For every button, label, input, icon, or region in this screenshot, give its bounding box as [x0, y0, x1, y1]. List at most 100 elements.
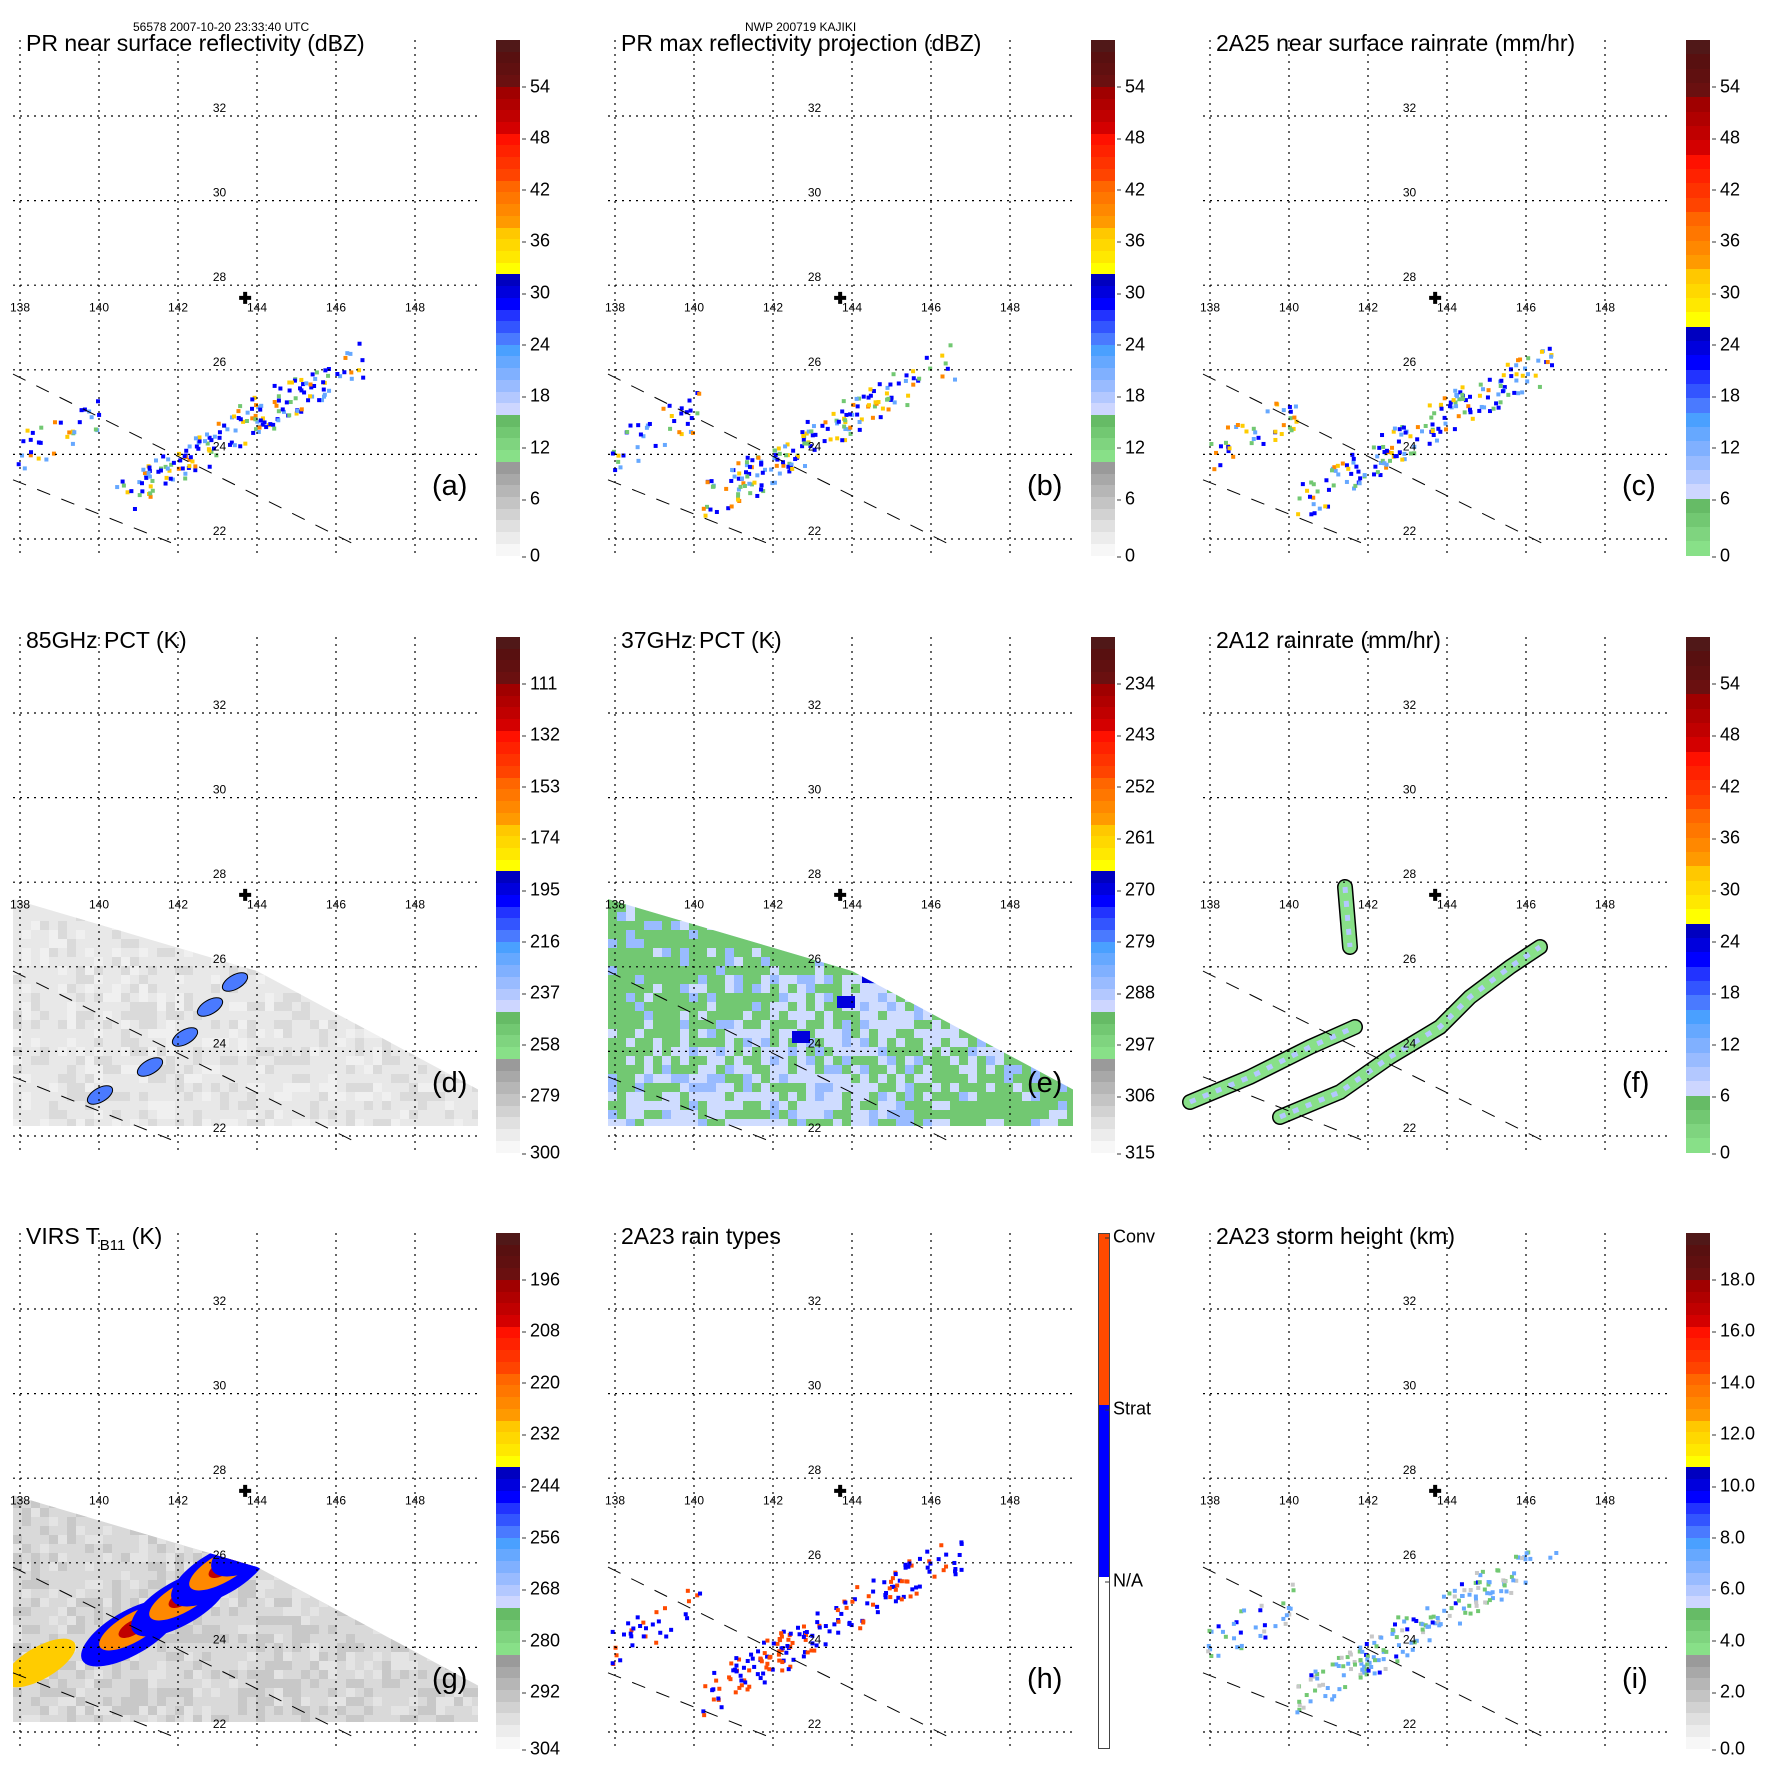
colorbar-segment [1686, 680, 1710, 694]
pixel-cell [130, 1688, 139, 1697]
pixel-cell [833, 1011, 842, 1020]
rain-pixel [775, 464, 779, 468]
pixel-cell [806, 849, 815, 858]
pixel-cell [1031, 822, 1040, 831]
pixel-cell [418, 876, 427, 885]
pixel-cell [67, 1724, 76, 1733]
pixel-cell [716, 921, 725, 930]
pixel-cell [283, 885, 292, 894]
pixel-cell [310, 1146, 319, 1155]
pixel-cell [905, 921, 914, 930]
pixel-cell [301, 1589, 310, 1598]
pixel-cell [121, 1697, 130, 1706]
rain-pixel [904, 379, 908, 383]
pixel-cell [1004, 984, 1013, 993]
pixel-cell [1031, 1110, 1040, 1119]
pixel-cell [788, 1056, 797, 1065]
pixel-cell [770, 921, 779, 930]
pixel-cell [454, 1616, 463, 1625]
pixel-cell [752, 858, 761, 867]
pixel-cell [680, 876, 689, 885]
pixel-cell [463, 1029, 472, 1038]
pixel-cell [121, 993, 130, 1002]
rain-pixel [1244, 429, 1248, 433]
pixel-cell [391, 957, 400, 966]
pixel-cell [184, 1697, 193, 1706]
data-field [1209, 347, 1554, 517]
colorbar-segment [496, 192, 520, 204]
pixel-cell [301, 1418, 310, 1427]
rain-pixel [756, 456, 760, 460]
pixel-cell [941, 903, 950, 912]
pixel-cell [427, 1697, 436, 1706]
colorbar-segment [1091, 860, 1115, 872]
colorbar-segment [496, 883, 520, 895]
colorbar-segment [496, 274, 520, 286]
pixel-cell [409, 1409, 418, 1418]
pixel-cell [770, 1110, 779, 1119]
pixel-cell [662, 903, 671, 912]
pixel-cell [355, 984, 364, 993]
pixel-cell [265, 993, 274, 1002]
pixel-cell [725, 867, 734, 876]
pixel-cell [328, 1445, 337, 1454]
pixel-cell [914, 876, 923, 885]
lat-tick-label: 28 [808, 867, 822, 881]
pixel-cell [265, 867, 274, 876]
lat-tick-label: 22 [213, 1121, 227, 1135]
pixel-cell [157, 804, 166, 813]
rain-pixel [1461, 397, 1465, 401]
pixel-cell [914, 1092, 923, 1101]
colorbar-tick-label: 54 [530, 76, 550, 97]
colorbar-segment [1091, 427, 1115, 439]
pixel-cell [716, 939, 725, 948]
pixel-cell [707, 804, 716, 813]
pixel-cell [779, 885, 788, 894]
pixel-cell [869, 903, 878, 912]
pixel-cell [472, 1733, 481, 1742]
pixel-cell [265, 1661, 274, 1670]
pixel-cell [346, 1065, 355, 1074]
pixel-cell [193, 1047, 202, 1056]
pixel-cell [157, 831, 166, 840]
pixel-cell [1031, 813, 1040, 822]
pixel-cell [788, 984, 797, 993]
pixel-cell [860, 939, 869, 948]
pixel-cell [734, 921, 743, 930]
pixel-cell [662, 1047, 671, 1056]
pixel-cell [463, 1400, 472, 1409]
pixel-cell [373, 1580, 382, 1589]
colorbar-segment [1091, 134, 1115, 146]
rain-pixel [750, 458, 754, 462]
pixel-cell [85, 1083, 94, 1092]
pixel-cell [1013, 1092, 1022, 1101]
pixel-cell [364, 795, 373, 804]
pixel-cell [815, 930, 824, 939]
colorbar-segment [1686, 1138, 1710, 1152]
pixel-cell [932, 1110, 941, 1119]
pixel-cell [869, 1092, 878, 1101]
pixel-cell [959, 948, 968, 957]
pixel-cell [139, 948, 148, 957]
pixel-cell [148, 1454, 157, 1463]
pixel-cell [788, 894, 797, 903]
pixel-cell [752, 975, 761, 984]
rain-pixel [715, 510, 719, 514]
colorbar-segment [1686, 838, 1710, 852]
pixel-cell [779, 876, 788, 885]
pixel-cell [76, 1616, 85, 1625]
pixel-cell [977, 822, 986, 831]
pixel-cell [752, 876, 761, 885]
pixel-cell [806, 885, 815, 894]
pixel-cell [22, 930, 31, 939]
pixel-cell [653, 1011, 662, 1020]
pixel-cell [680, 1020, 689, 1029]
pixel-cell [941, 1020, 950, 1029]
pixel-cell [707, 813, 716, 822]
pixel-cell [22, 777, 31, 786]
pixel-cell [31, 1463, 40, 1472]
pixel-cell [31, 1454, 40, 1463]
colorbar-segment [1091, 392, 1115, 404]
pixel-cell [878, 840, 887, 849]
rain-pixel [881, 407, 885, 411]
